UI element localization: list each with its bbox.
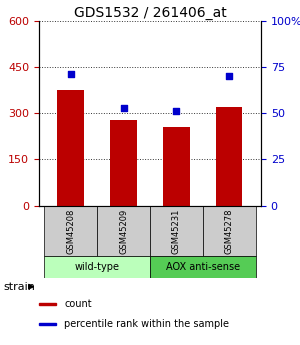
Title: GDS1532 / 261406_at: GDS1532 / 261406_at	[74, 6, 226, 20]
Text: strain: strain	[3, 282, 35, 292]
Point	[68, 72, 73, 77]
Text: GSM45278: GSM45278	[225, 208, 234, 254]
Bar	[150, 206, 203, 256]
Bar	[44, 256, 150, 278]
Bar	[39, 303, 56, 305]
Point	[121, 105, 126, 110]
Point	[174, 109, 179, 114]
Bar	[39, 323, 56, 325]
Text: percentile rank within the sample: percentile rank within the sample	[64, 319, 230, 329]
Bar	[110, 120, 137, 206]
Bar	[97, 206, 150, 256]
Text: wild-type: wild-type	[75, 262, 120, 272]
Bar	[58, 90, 84, 206]
Text: GSM45231: GSM45231	[172, 208, 181, 254]
Point	[227, 73, 232, 79]
Text: AOX anti-sense: AOX anti-sense	[166, 262, 240, 272]
Text: GSM45208: GSM45208	[66, 208, 75, 254]
Bar	[163, 127, 190, 206]
Text: GSM45209: GSM45209	[119, 208, 128, 254]
Text: count: count	[64, 299, 92, 309]
Bar	[203, 206, 256, 256]
Bar	[216, 107, 242, 206]
Bar	[44, 206, 97, 256]
Bar	[150, 256, 256, 278]
